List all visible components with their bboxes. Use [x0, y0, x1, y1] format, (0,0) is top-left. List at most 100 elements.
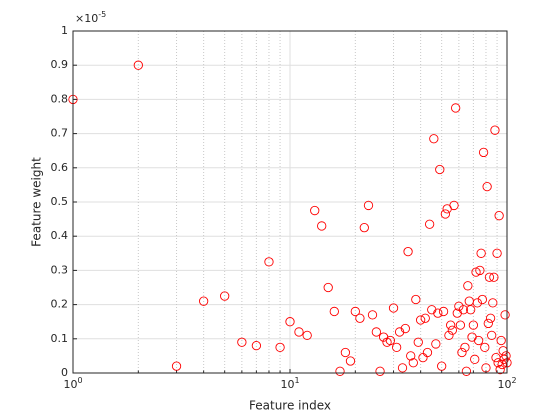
point — [496, 335, 506, 346]
y-tick-label: 0.8 — [51, 92, 69, 105]
point — [482, 181, 492, 192]
point — [500, 310, 510, 320]
point — [468, 320, 479, 330]
point — [375, 366, 385, 376]
point — [478, 147, 489, 158]
x-tick-label: 101 — [280, 376, 299, 392]
point — [501, 351, 511, 361]
point — [485, 313, 496, 323]
point — [323, 282, 333, 293]
point — [488, 298, 498, 308]
point — [385, 335, 395, 346]
point — [198, 296, 209, 306]
point — [388, 303, 399, 313]
point — [487, 330, 497, 341]
point — [497, 359, 507, 370]
point — [420, 313, 430, 323]
point — [454, 301, 464, 311]
tick-exponent: 1 — [294, 376, 299, 385]
point — [424, 219, 435, 229]
point — [460, 342, 470, 352]
point — [431, 339, 441, 349]
y-axis-label: Feature weight — [30, 157, 44, 247]
y-tick-label: 0.4 — [51, 229, 69, 242]
y-exponent: ×10-5 — [75, 10, 106, 26]
point — [484, 272, 495, 282]
point — [359, 222, 369, 233]
tick-base: 10 — [63, 378, 77, 391]
tick-base: 10 — [497, 378, 511, 391]
point — [251, 340, 262, 351]
y-tick-label: 0.3 — [51, 263, 69, 276]
point — [470, 354, 480, 364]
point — [406, 351, 416, 361]
y-tick-label: 0.6 — [51, 161, 69, 174]
point — [367, 310, 378, 320]
point — [440, 209, 451, 219]
point — [427, 305, 437, 315]
point — [403, 246, 413, 257]
x-tick-label: 102 — [497, 376, 516, 392]
point — [451, 103, 461, 113]
point — [489, 272, 499, 282]
point — [408, 358, 418, 368]
point — [458, 305, 469, 315]
point — [394, 327, 405, 337]
point — [317, 221, 327, 231]
point — [275, 342, 285, 352]
point — [480, 342, 490, 352]
point — [429, 134, 439, 144]
y-tick-label: 0.2 — [51, 298, 69, 311]
point — [237, 337, 247, 347]
point — [335, 366, 345, 376]
point — [473, 335, 484, 346]
point — [285, 317, 295, 327]
point — [171, 361, 182, 371]
marks — [68, 60, 512, 376]
point — [483, 318, 493, 329]
point — [413, 337, 423, 347]
point — [446, 320, 456, 330]
exponent-power: -5 — [98, 10, 106, 19]
y-tick-label: 0.5 — [51, 195, 69, 208]
point — [329, 306, 339, 317]
point — [391, 342, 402, 352]
exponent-base: ×10 — [75, 12, 98, 25]
point — [422, 347, 433, 358]
point — [466, 305, 476, 315]
tick-exponent: 2 — [511, 376, 516, 385]
point — [477, 294, 488, 305]
point — [350, 306, 360, 317]
point — [495, 364, 505, 375]
point — [490, 125, 500, 135]
point — [264, 257, 274, 267]
point — [400, 323, 410, 334]
point — [438, 306, 449, 317]
point — [472, 298, 482, 308]
point — [355, 313, 365, 323]
point — [220, 291, 230, 301]
point — [310, 205, 320, 216]
point — [397, 363, 408, 373]
point — [492, 248, 502, 258]
tick-exponent: 0 — [77, 376, 82, 385]
y-tick-label: 0.9 — [51, 58, 69, 71]
point — [476, 248, 486, 258]
point — [294, 327, 304, 337]
point — [345, 356, 356, 366]
point — [363, 200, 374, 211]
point — [371, 327, 382, 337]
point — [455, 320, 466, 330]
point — [449, 200, 459, 211]
point — [435, 164, 445, 175]
point — [457, 347, 467, 358]
point — [133, 60, 143, 70]
point — [437, 361, 447, 371]
point — [475, 265, 485, 276]
x-axis-label: Feature index — [249, 399, 331, 413]
point — [340, 347, 351, 358]
y-tick-label: 0 — [61, 366, 68, 379]
point — [415, 315, 426, 325]
